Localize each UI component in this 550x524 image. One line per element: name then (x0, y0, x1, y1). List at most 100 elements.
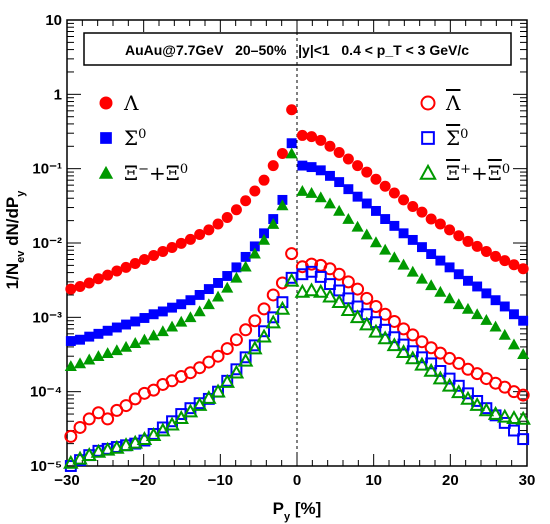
data-point (368, 323, 384, 338)
data-point (64, 429, 78, 443)
data-point (231, 262, 242, 273)
data-point (397, 258, 410, 270)
x-tick-label: 0 (293, 472, 301, 489)
data-point (489, 320, 502, 332)
data-point (426, 249, 437, 260)
data-point (509, 309, 519, 320)
data-point (257, 302, 271, 316)
data-point (119, 399, 133, 413)
x-tick-label: −20 (131, 472, 156, 489)
data-point (497, 408, 513, 423)
data-point (471, 308, 484, 320)
data-point (211, 349, 225, 363)
data-point (228, 364, 245, 379)
data-point (441, 377, 458, 392)
data-point (75, 334, 85, 345)
data-point (248, 339, 261, 352)
data-point (331, 294, 347, 309)
data-point (432, 370, 449, 385)
data-point (239, 260, 252, 272)
data-point (239, 351, 252, 364)
data-point (425, 213, 437, 225)
data-point (414, 356, 430, 371)
data-point (296, 184, 309, 196)
data-point (267, 160, 279, 172)
data-point (508, 259, 520, 271)
data-point (379, 323, 392, 336)
data-point (472, 281, 483, 292)
data-point (380, 214, 391, 224)
data-point (471, 240, 483, 252)
y-tick-label: 10⁻¹ (32, 161, 62, 178)
data-point (314, 191, 327, 203)
data-point (460, 390, 476, 405)
data-point (386, 337, 403, 352)
data-point (461, 302, 475, 314)
data-point (406, 265, 419, 277)
data-point (370, 173, 382, 185)
data-point (286, 104, 298, 116)
legend-label-4: Σ0 (446, 126, 468, 150)
data-point (443, 292, 456, 304)
data-point (240, 251, 251, 262)
data-point (81, 447, 97, 461)
data-point (389, 220, 400, 231)
data-point (101, 412, 115, 426)
data-point (139, 313, 150, 323)
data-point (434, 218, 446, 230)
data-point (451, 384, 467, 399)
data-point (175, 237, 187, 249)
data-point (333, 147, 345, 159)
data-point (361, 198, 372, 209)
data-point (303, 282, 320, 297)
data-point (388, 331, 401, 344)
data-point (315, 165, 326, 176)
data-point (193, 361, 207, 375)
data-point (221, 212, 233, 224)
data-point (415, 272, 429, 284)
data-point (83, 277, 95, 289)
data-point (274, 300, 291, 315)
data-point (407, 200, 419, 212)
data-point (130, 316, 141, 327)
data-point (342, 212, 355, 224)
data-point (360, 228, 373, 240)
data-point (212, 218, 224, 230)
series-5 (63, 272, 531, 469)
data-point (166, 241, 178, 253)
data-point (369, 299, 383, 313)
data-point (202, 355, 216, 369)
data-point (332, 267, 346, 281)
data-point (257, 233, 271, 245)
data-point (305, 186, 318, 198)
data-point (322, 288, 338, 303)
data-point (499, 255, 511, 267)
data-point (249, 185, 261, 197)
series-2 (64, 147, 530, 372)
legend-marker-4 (421, 131, 435, 145)
data-point (378, 307, 392, 321)
data-point (323, 197, 337, 209)
data-point (341, 275, 355, 289)
x-tick-label: −10 (208, 472, 233, 489)
data-point (498, 328, 511, 340)
data-point (352, 160, 364, 172)
data-point (405, 350, 421, 365)
data-point (377, 330, 393, 345)
data-point (111, 265, 123, 277)
data-point (306, 131, 318, 143)
data-point (388, 187, 400, 199)
data-point (490, 250, 502, 262)
data-point (406, 328, 420, 342)
data-point (452, 356, 466, 370)
data-point (334, 177, 345, 188)
data-point (423, 362, 439, 377)
data-point (398, 194, 410, 206)
data-point (306, 162, 317, 173)
data-point (478, 402, 495, 417)
data-point (229, 333, 243, 347)
y-tick-label: 10⁻² (32, 235, 62, 252)
data-point (351, 220, 364, 232)
legend-marker-5 (419, 163, 437, 180)
